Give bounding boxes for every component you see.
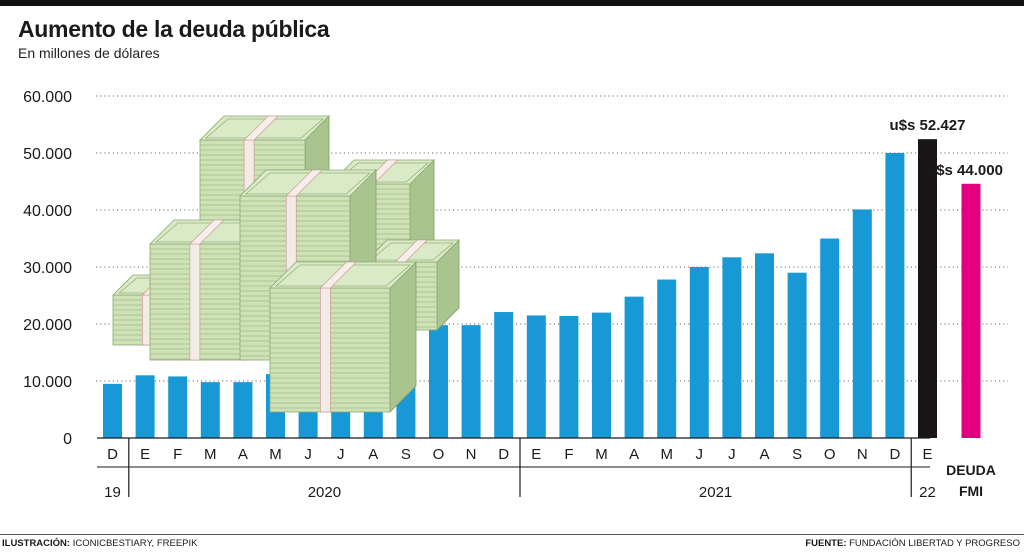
credit-source-text: FUNDACIÓN LIBERTAD Y PROGRESO	[849, 538, 1020, 549]
bar	[787, 272, 807, 438]
x-tick-label: M	[204, 446, 217, 463]
chart-title: Aumento de la deuda pública	[18, 16, 330, 42]
top-rule	[0, 0, 1024, 6]
x-tick-label: F	[564, 446, 573, 463]
bar-fmi	[961, 183, 981, 438]
credit-illustration-text: ICONICBESTIARY, FREEPIK	[72, 538, 198, 549]
x-tick-label: D	[107, 446, 118, 463]
money-stack	[199, 115, 330, 222]
x-tick-label: D	[498, 446, 509, 463]
fmi-label-line2: FMI	[959, 483, 983, 499]
bar	[755, 253, 774, 438]
x-tick-label: S	[401, 446, 411, 463]
x-tick-label: O	[433, 446, 445, 463]
bar	[429, 325, 448, 438]
x-tick-label: O	[824, 446, 836, 463]
bar	[200, 382, 220, 438]
bar	[103, 383, 122, 438]
y-tick-label: 10.000	[23, 374, 72, 391]
bar	[657, 279, 677, 438]
year-label: 19	[104, 484, 121, 501]
credit-source-label: FUENTE:	[805, 538, 847, 549]
credit-illustration: ILUSTRACIÓN: ICONICBESTIARY, FREEPIK	[2, 538, 198, 549]
bar	[559, 316, 579, 438]
y-axis-ticks: 0 10.000 20.000 30.000 40.000 50.000 60.000	[23, 89, 72, 448]
x-tick-label: M	[595, 446, 608, 463]
x-tick-label: J	[337, 446, 345, 463]
bar	[722, 257, 742, 438]
bar	[461, 325, 481, 438]
bar	[526, 315, 546, 438]
x-tick-label: J	[304, 446, 312, 463]
money-stack	[269, 261, 417, 413]
y-tick-label: 0	[63, 431, 72, 448]
bar-latest	[918, 139, 937, 438]
annotations: u$s 52.427 u$s 44.000	[890, 117, 1003, 179]
x-tick-label: D	[889, 446, 900, 463]
bar	[168, 376, 188, 438]
bar	[820, 238, 840, 438]
year-label: 22	[919, 484, 936, 501]
x-tick-label: E	[140, 446, 150, 463]
footer-rule	[0, 534, 1024, 535]
y-tick-label: 60.000	[23, 89, 72, 106]
x-tick-label: A	[368, 446, 378, 463]
fmi-label-line1: DEUDA	[946, 462, 996, 478]
x-tick-label: N	[466, 446, 477, 463]
bar	[885, 153, 905, 438]
x-tick-label: F	[173, 446, 182, 463]
x-tick-label: M	[660, 446, 673, 463]
x-tick-label: N	[857, 446, 868, 463]
money-stacks-icon	[112, 115, 460, 413]
x-tick-label: A	[759, 446, 769, 463]
year-label: 2021	[699, 484, 732, 501]
chart-subtitle: En millones de dólares	[18, 45, 160, 61]
x-tick-label: E	[531, 446, 541, 463]
x-tick-label: A	[629, 446, 639, 463]
bar	[624, 296, 644, 438]
x-tick-label: M	[269, 446, 282, 463]
bar	[852, 209, 872, 438]
bar	[233, 382, 253, 438]
y-tick-label: 50.000	[23, 146, 72, 163]
bar	[494, 312, 514, 438]
bar	[592, 312, 611, 438]
bar	[135, 375, 155, 438]
annotation-latest: u$s 52.427	[890, 117, 966, 134]
y-tick-label: 20.000	[23, 317, 72, 334]
credit-illustration-label: ILUSTRACIÓN:	[2, 538, 71, 549]
x-tick-label: S	[792, 446, 802, 463]
x-axis-labels: D E F M A M J J A S O N D E F M A M J J A S O N D E 19 2020 2021 22 DE…	[104, 446, 996, 501]
x-axis	[97, 437, 930, 497]
bar	[689, 267, 709, 438]
x-tick-label: A	[238, 446, 248, 463]
year-label: 2020	[308, 484, 341, 501]
credit-source: FUENTE: FUNDACIÓN LIBERTAD Y PROGRESO	[805, 538, 1020, 549]
y-tick-label: 30.000	[23, 260, 72, 277]
annotation-fmi: u$s 44.000	[927, 162, 1003, 179]
y-tick-label: 40.000	[23, 203, 72, 220]
x-tick-label: J	[696, 446, 704, 463]
x-tick-label: E	[922, 446, 932, 463]
x-tick-label: J	[728, 446, 736, 463]
